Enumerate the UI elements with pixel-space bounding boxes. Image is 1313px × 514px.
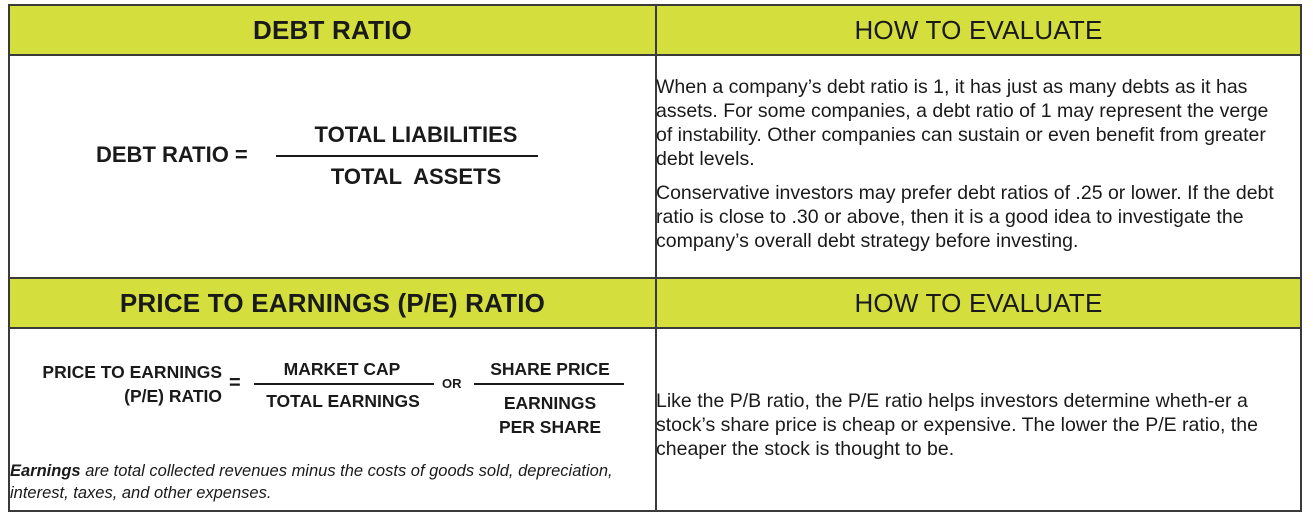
- pe-eval-paragraph: Like the P/B ratio, the P/E ratio helps …: [656, 390, 1258, 460]
- debt-evaluate-header: HOW TO EVALUATE: [657, 6, 1300, 56]
- earnings-definition-note: Earnings are total collected revenues mi…: [10, 460, 630, 504]
- pe-label-line-2: (P/E) RATIO: [124, 386, 222, 406]
- fraction-bar: [254, 383, 434, 385]
- pe-evaluate-header: HOW TO EVALUATE: [657, 279, 1300, 329]
- debt-eval-paragraph-2: Conservative investors may prefer debt r…: [656, 182, 1274, 252]
- pe-denominator-2-line-1: EARNINGS: [503, 393, 597, 413]
- debt-formula-denominator: TOTAL ASSETS: [330, 164, 502, 189]
- debt-formula-label: DEBT RATIO =: [96, 142, 248, 167]
- pe-denominator-2: EARNINGS PER SHARE: [478, 391, 622, 439]
- pe-ratio-header: PRICE TO EARNINGS (P/E) RATIO: [10, 279, 655, 329]
- pe-evaluate-text: Like the P/B ratio, the P/E ratio helps …: [656, 389, 1286, 461]
- pe-formula-label: PRICE TO EARNINGS (P/E) RATIO: [16, 360, 222, 408]
- pe-or-label: OR: [442, 376, 462, 391]
- earnings-term: Earnings: [10, 462, 81, 480]
- ratio-table: DEBT RATIO HOW TO EVALUATE PRICE TO EARN…: [8, 4, 1302, 512]
- pe-denominator-2-line-2: PER SHARE: [498, 417, 602, 437]
- debt-ratio-formula: DEBT RATIO = TOTAL LIABILITIES TOTAL ASS…: [96, 122, 556, 192]
- debt-eval-paragraph-1: When a company’s debt ratio is 1, it has…: [656, 76, 1269, 170]
- fraction-bar: [474, 383, 624, 385]
- pe-numerator-1: MARKET CAP: [283, 359, 401, 379]
- pe-numerator-2: SHARE PRICE: [490, 359, 610, 379]
- pe-label-line-1: PRICE TO EARNINGS: [42, 362, 222, 382]
- debt-evaluate-text: When a company’s debt ratio is 1, it has…: [656, 75, 1286, 253]
- earnings-definition: are total collected revenues minus the c…: [10, 462, 613, 502]
- pe-equals-sign: =: [229, 372, 241, 394]
- column-divider: [655, 6, 657, 510]
- debt-formula-numerator: TOTAL LIABILITIES: [314, 122, 518, 147]
- pe-denominator-1: TOTAL EARNINGS: [266, 391, 420, 411]
- fraction-bar: [276, 155, 538, 157]
- row-divider: [10, 277, 1300, 279]
- debt-ratio-header: DEBT RATIO: [10, 6, 655, 56]
